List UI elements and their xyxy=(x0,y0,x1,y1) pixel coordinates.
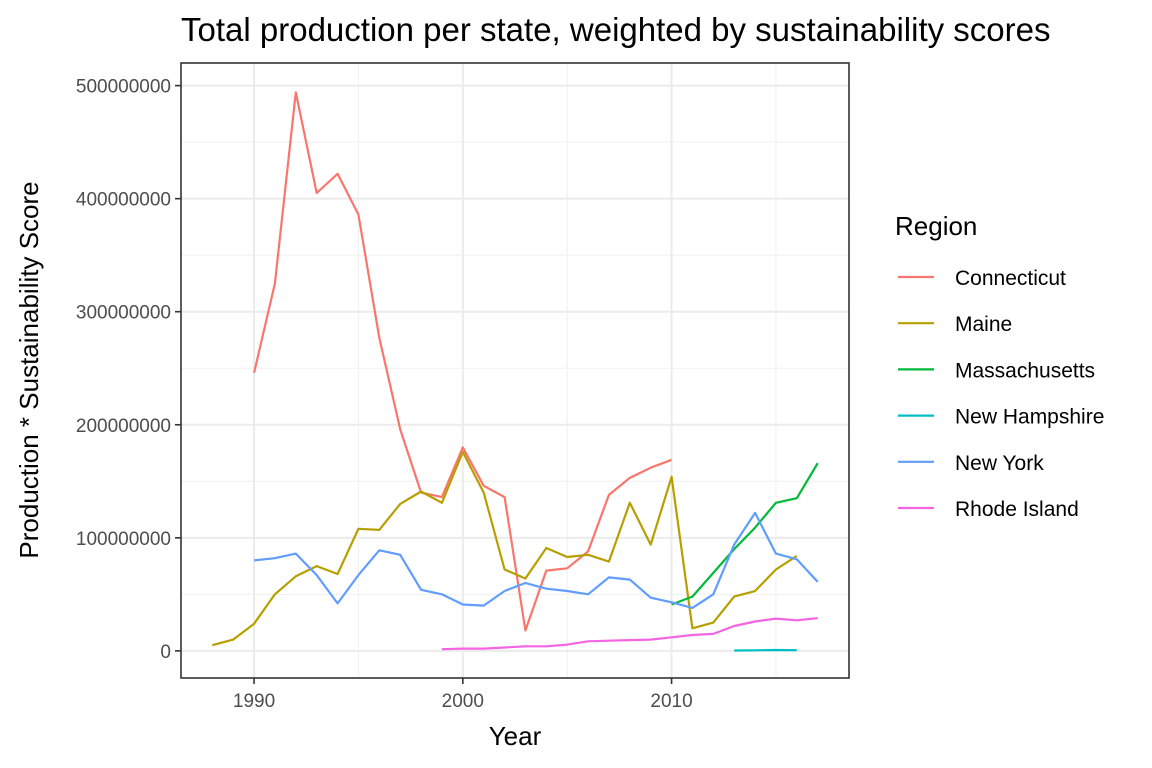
legend-label-rhode-island: Rhode Island xyxy=(955,498,1079,521)
series-line-connecticut xyxy=(253,91,672,632)
y-axis-label: Production * Sustainability Score xyxy=(14,181,44,558)
legend-label-massachusetts: Massachusetts xyxy=(955,359,1095,382)
y-axis: 0 100000000 200000000 300000000 400000000 500… xyxy=(76,77,181,663)
legend-label-new-hampshire: New Hampshire xyxy=(955,406,1104,429)
legend-title: Region xyxy=(895,211,977,241)
x-axis-label: Year xyxy=(489,721,542,751)
legend-label-new-york: New York xyxy=(955,452,1044,475)
series-line-rhode-island xyxy=(441,617,818,651)
legend-label-connecticut: Connecticut xyxy=(955,267,1066,290)
series-line-new-hampshire xyxy=(734,648,797,652)
y-tick-label: 0 xyxy=(160,642,171,663)
plot-border xyxy=(180,62,850,679)
x-tick-label: 2000 xyxy=(442,691,484,712)
y-tick-label: 500000000 xyxy=(76,77,171,98)
legend-label-maine: Maine xyxy=(955,313,1012,336)
minor-gridlines xyxy=(181,63,849,678)
x-axis: 1990 2000 2010 xyxy=(233,678,693,712)
series-line-massachusetts xyxy=(671,462,819,606)
y-tick-label: 400000000 xyxy=(76,190,171,211)
plot-panel xyxy=(181,63,849,678)
y-tick-label: 100000000 xyxy=(76,529,171,550)
series-line-new-york xyxy=(253,511,819,610)
series-lines xyxy=(212,91,819,652)
y-tick-label: 300000000 xyxy=(76,303,171,324)
x-tick-label: 1990 xyxy=(233,691,275,712)
legend-items: Connecticut Maine Massachusetts New Hampshi… xyxy=(898,267,1104,521)
chart-title: Total production per state, weighted by … xyxy=(181,11,1050,48)
y-tick-label: 200000000 xyxy=(76,416,171,437)
x-tick-label: 2010 xyxy=(650,691,692,712)
legend: Region Connecticut Maine Massachusetts New … xyxy=(895,211,1104,521)
